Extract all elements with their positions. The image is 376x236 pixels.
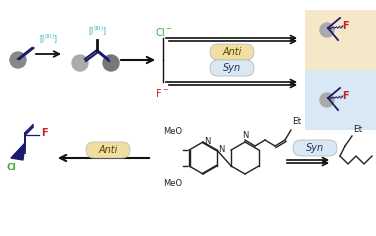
Text: $\mathrm{Cl}^-$: $\mathrm{Cl}^-$ [155,26,173,38]
Circle shape [72,55,88,71]
FancyBboxPatch shape [210,44,254,60]
Text: MeO: MeO [163,127,182,136]
Text: N: N [242,131,248,140]
Text: $[\mathrm{I}^{(\mathrm{III})}]$: $[\mathrm{I}^{(\mathrm{III})}]$ [39,33,58,46]
Text: Anti: Anti [222,47,242,57]
Text: F: F [342,21,349,31]
FancyBboxPatch shape [293,140,337,156]
Text: MeO: MeO [163,180,182,189]
Bar [305,10,376,70]
Text: Syn: Syn [223,63,241,73]
FancyBboxPatch shape [210,60,254,76]
Text: Et: Et [353,126,362,135]
Text: N: N [204,136,211,146]
Text: Cl: Cl [6,163,16,172]
Circle shape [103,55,119,71]
Polygon shape [11,143,25,160]
Circle shape [10,52,26,68]
Text: $\mathrm{F}^-$: $\mathrm{F}^-$ [155,87,169,99]
Text: Et: Et [292,117,301,126]
Circle shape [320,93,334,107]
Bar [305,70,376,130]
Text: F: F [342,91,349,101]
Text: Syn: Syn [306,143,324,153]
Text: $[\mathrm{I}^{(\mathrm{III})}]$: $[\mathrm{I}^{(\mathrm{III})}]$ [88,25,106,38]
Text: Anti: Anti [98,145,118,155]
Text: N: N [218,146,224,155]
Text: F: F [41,128,48,138]
FancyBboxPatch shape [86,142,130,158]
Circle shape [320,23,334,37]
